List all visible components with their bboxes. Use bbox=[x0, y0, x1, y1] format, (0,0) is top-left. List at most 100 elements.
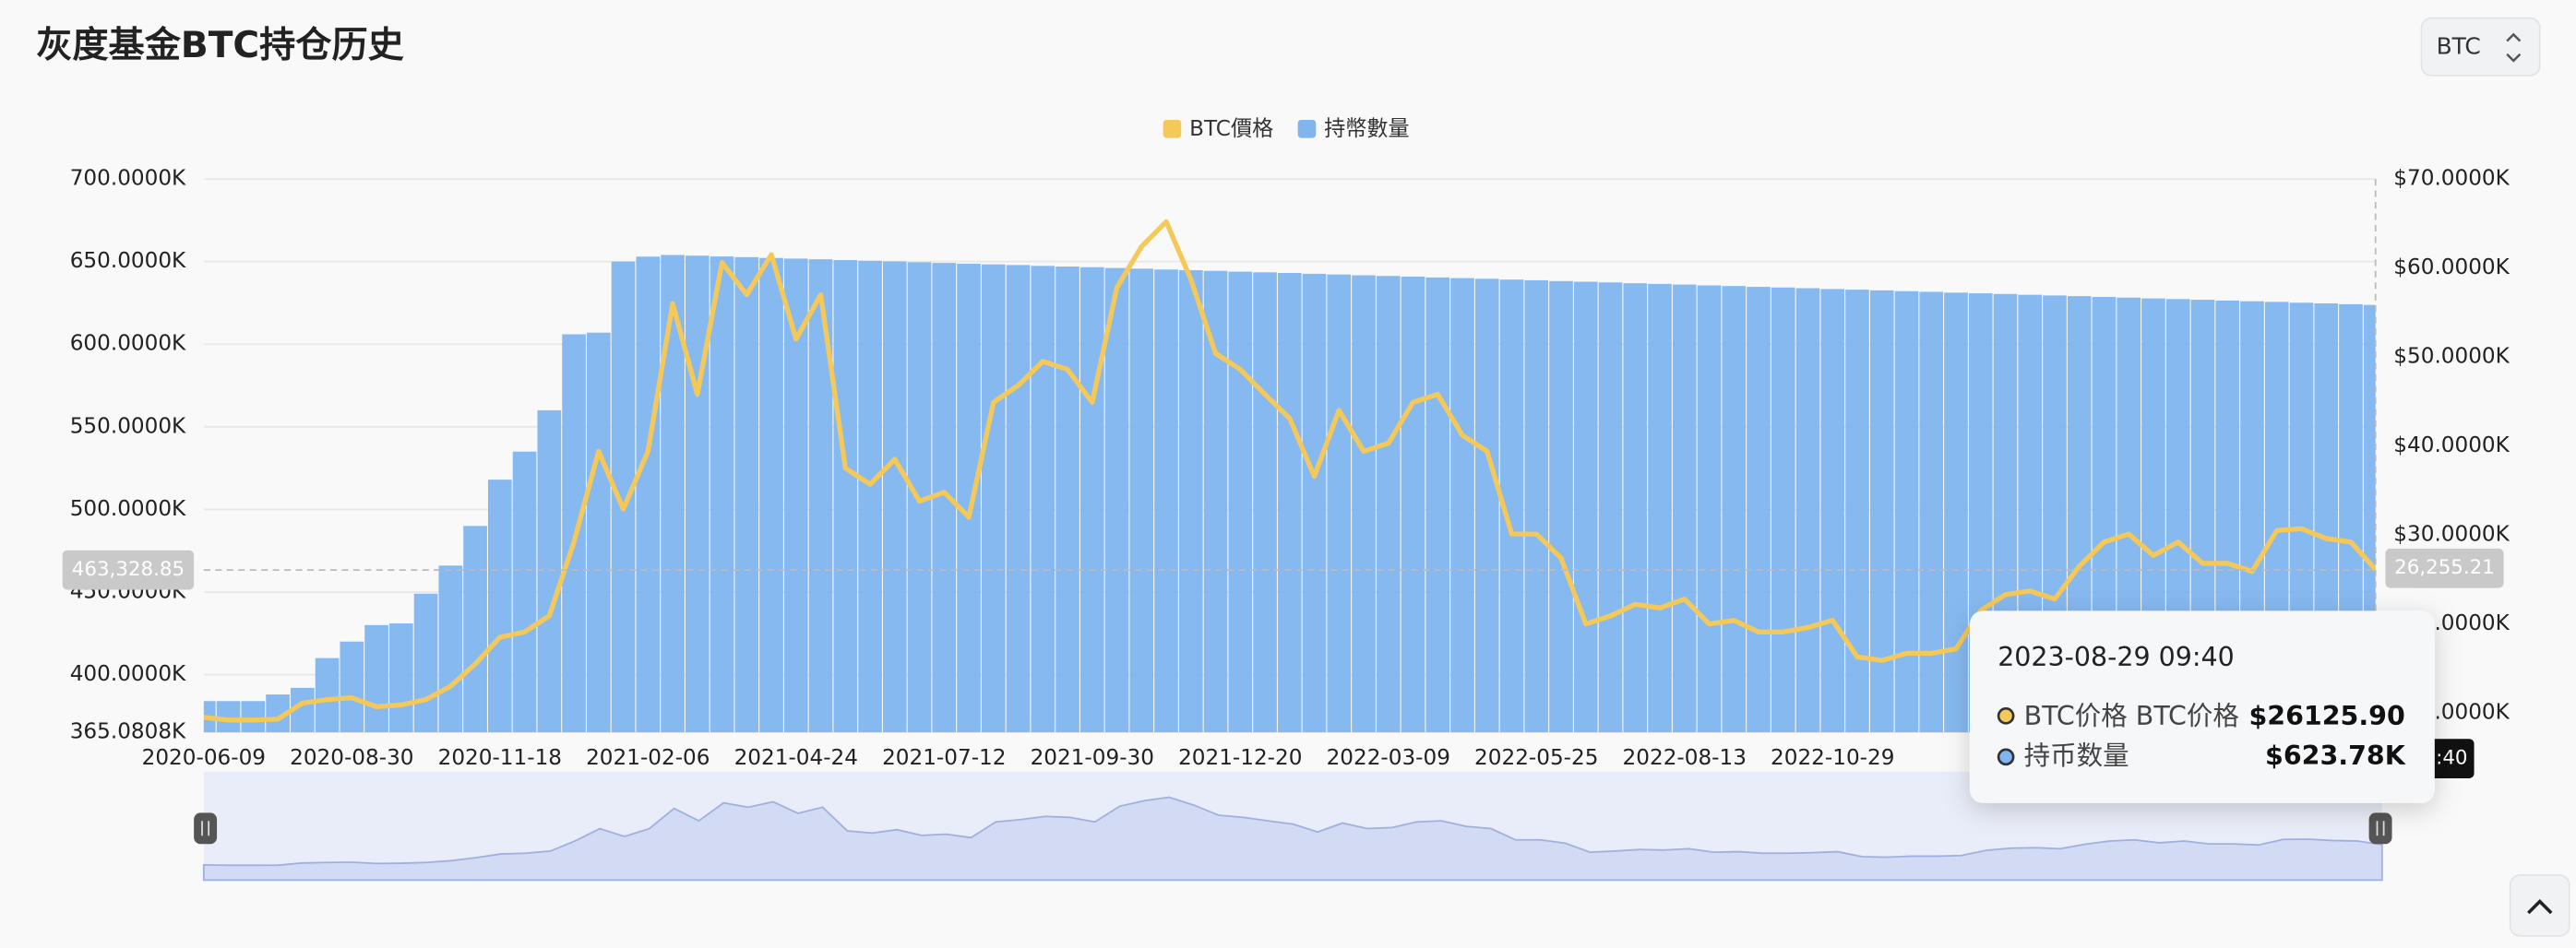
y-tick-label: 550.0000K bbox=[70, 414, 186, 438]
tooltip-marker bbox=[1997, 748, 2015, 766]
bar bbox=[1795, 288, 1820, 733]
y-tick-label: 365.0808K bbox=[70, 720, 186, 744]
bar bbox=[1672, 284, 1697, 733]
bar bbox=[1573, 281, 1598, 733]
bar bbox=[1079, 267, 1104, 733]
asset-selector[interactable] bbox=[2420, 17, 2541, 77]
y-tick-label: 600.0000K bbox=[70, 332, 186, 356]
tooltip bbox=[1969, 610, 2435, 803]
zoom-area bbox=[202, 796, 2383, 882]
y2-tick-label: $60.0000K bbox=[2393, 255, 2510, 279]
bar bbox=[216, 701, 241, 733]
bar bbox=[1006, 265, 1031, 733]
plot-area: 365.0808K400.0000K450.0000K500.0000K550.… bbox=[62, 167, 2510, 882]
tooltip-label: BTC价格 BTC价格 bbox=[2024, 701, 2239, 731]
tooltip-label: 持币数量 bbox=[2024, 741, 2129, 771]
y2-tick-label: $30.0000K bbox=[2393, 523, 2510, 547]
scroll-top-button[interactable] bbox=[2509, 874, 2570, 937]
bar bbox=[1722, 286, 1747, 733]
y-tick-label: 650.0000K bbox=[70, 249, 186, 273]
y-tick-label: 500.0000K bbox=[70, 497, 186, 521]
bar bbox=[340, 641, 364, 733]
bar bbox=[685, 255, 710, 733]
bar bbox=[315, 658, 340, 733]
bar bbox=[833, 260, 858, 733]
tooltip-value: $623.78K bbox=[2265, 741, 2406, 771]
bar bbox=[1178, 269, 1203, 733]
y2-tick-label: $40.0000K bbox=[2393, 433, 2510, 457]
tooltip-title: 2023-08-29 09:40 bbox=[1998, 642, 2235, 672]
bar bbox=[1376, 276, 1401, 733]
bar bbox=[1253, 272, 1277, 733]
bar bbox=[487, 480, 512, 733]
x-tick-label: 2020-11-18 bbox=[438, 746, 562, 770]
zoom-handle-grip bbox=[201, 821, 210, 836]
y2-tick-label: $70.0000K bbox=[2393, 167, 2510, 191]
x-tick-label: 2020-08-30 bbox=[290, 746, 413, 770]
bar bbox=[512, 451, 537, 733]
bar bbox=[1203, 270, 1228, 733]
bar bbox=[734, 256, 759, 733]
pointer-label-bg bbox=[62, 550, 195, 590]
tooltip-marker bbox=[1997, 706, 2015, 725]
y2-tick-label: $50.0000K bbox=[2393, 345, 2510, 369]
bar bbox=[611, 261, 636, 733]
bar bbox=[586, 332, 611, 733]
bar bbox=[882, 261, 907, 733]
legend-label[interactable]: 持幣數量 bbox=[1324, 117, 1410, 141]
bar bbox=[1474, 278, 1499, 733]
legend-swatch[interactable] bbox=[1163, 119, 1182, 138]
bar bbox=[808, 259, 833, 733]
selector-text[interactable]: BTC bbox=[2437, 33, 2481, 60]
zoom-handle[interactable] bbox=[2368, 812, 2392, 845]
x-tick-label: 2022-05-25 bbox=[1474, 746, 1598, 770]
bar bbox=[388, 623, 413, 733]
zoom-handle-grip bbox=[2376, 821, 2385, 836]
bar bbox=[981, 264, 1006, 733]
bar bbox=[1524, 279, 1549, 733]
bar bbox=[636, 256, 661, 733]
bar bbox=[1031, 266, 1055, 733]
x-tick-label: 2021-02-06 bbox=[586, 746, 710, 770]
bar bbox=[413, 593, 438, 733]
chart-title: 灰度基金BTC持仓历史 bbox=[36, 25, 404, 66]
bar bbox=[1944, 292, 1968, 733]
bar bbox=[1327, 274, 1352, 733]
bar bbox=[1697, 285, 1722, 733]
bar bbox=[1352, 275, 1376, 733]
x-tick-label: 2021-04-24 bbox=[734, 746, 858, 770]
legend-label[interactable]: BTC價格 bbox=[1189, 117, 1273, 141]
pointer-label: 463,328.85 bbox=[72, 558, 185, 581]
legend-swatch[interactable] bbox=[1297, 119, 1317, 138]
bar bbox=[438, 565, 463, 733]
y-tick-label: 400.0000K bbox=[70, 662, 186, 686]
bar bbox=[1623, 283, 1648, 733]
pointer-label: 26,255.21 bbox=[2394, 556, 2495, 579]
bar bbox=[1277, 273, 1302, 733]
chevron-up-icon bbox=[2527, 899, 2553, 915]
bar bbox=[463, 526, 487, 733]
zoom-handle[interactable] bbox=[194, 812, 218, 845]
bar bbox=[537, 409, 562, 733]
pointer-label-bg bbox=[2385, 548, 2504, 588]
bar bbox=[858, 260, 882, 733]
x-tick-label: 2022-03-09 bbox=[1327, 746, 1450, 770]
bar bbox=[1129, 268, 1154, 733]
x-tick-label: 2021-12-20 bbox=[1178, 746, 1302, 770]
x-tick-label: 2021-09-30 bbox=[1031, 746, 1154, 770]
x-tick-label: 2022-10-29 bbox=[1771, 746, 1894, 770]
bar bbox=[364, 624, 388, 733]
bar bbox=[1228, 271, 1253, 733]
bar bbox=[241, 701, 266, 733]
bar bbox=[1747, 287, 1771, 733]
bar bbox=[1549, 280, 1573, 733]
bar bbox=[1919, 291, 1944, 733]
bar bbox=[759, 257, 783, 733]
bar bbox=[1154, 269, 1178, 733]
x-tick-label: 2020-06-09 bbox=[142, 746, 266, 770]
tooltip-value: $26125.90 bbox=[2248, 701, 2404, 731]
bar bbox=[1302, 273, 1327, 733]
bar bbox=[1104, 267, 1129, 733]
